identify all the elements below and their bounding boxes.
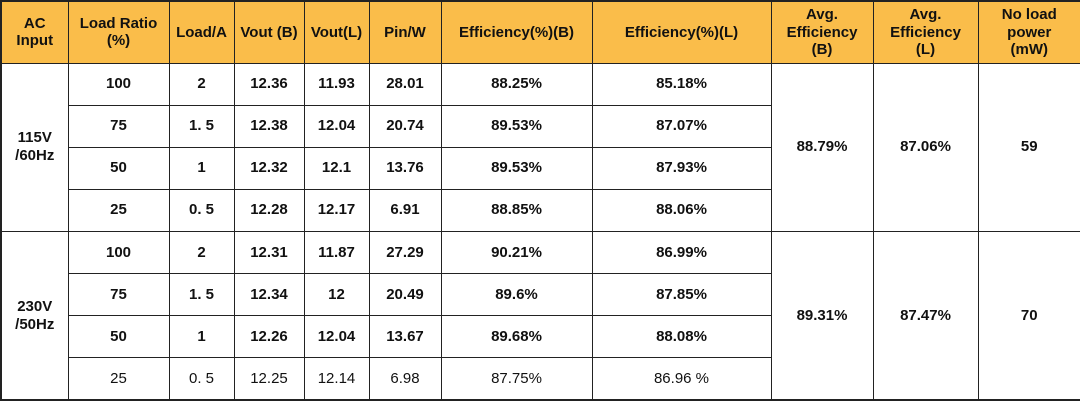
efficiency-b-cell: 89.53% xyxy=(440,146,593,190)
efficiency-l-cell: 87.07% xyxy=(591,104,772,148)
vout-b-cell: 12.34 xyxy=(233,273,305,317)
vout-l-cell: 11.87 xyxy=(303,230,370,275)
load-a-cell: 0. 5 xyxy=(168,188,235,233)
efficiency-b-cell: 90.21% xyxy=(440,230,593,275)
load-ratio-cell: 25 xyxy=(67,188,170,233)
load-ratio-cell: 100 xyxy=(67,230,170,275)
col-header-pin-w: Pin/W xyxy=(368,0,442,64)
efficiency-l-cell: 88.08% xyxy=(591,315,772,359)
efficiency-l-cell: 86.96 % xyxy=(591,357,772,401)
load-ratio-cell: 100 xyxy=(67,62,170,106)
table-row: 50 1 12.32 12.1 13.76 89.53% 87.93% xyxy=(1,146,1080,190)
col-header-efficiency-b: Efficiency(%)(B) xyxy=(440,0,593,64)
vout-l-cell: 12.04 xyxy=(303,315,370,359)
col-header-vout-b: Vout (B) xyxy=(233,0,305,64)
pin-w-cell: 13.76 xyxy=(368,146,442,190)
vout-b-cell: 12.28 xyxy=(233,188,305,233)
pin-w-cell: 27.29 xyxy=(368,230,442,275)
ac-input-230v-cell: 230V /50Hz xyxy=(0,231,69,401)
load-a-cell: 1 xyxy=(168,146,235,190)
efficiency-l-cell: 85.18% xyxy=(591,62,772,106)
col-header-load-a: Load/A xyxy=(168,0,235,64)
pin-w-cell: 6.98 xyxy=(368,357,442,401)
efficiency-l-cell: 88.06% xyxy=(591,188,772,233)
load-a-cell: 2 xyxy=(168,62,235,106)
vout-l-cell: 12.04 xyxy=(303,104,370,148)
avg-efficiency-l-230v-cell: 87.47% xyxy=(872,231,979,401)
efficiency-b-cell: 88.85% xyxy=(440,188,593,233)
load-ratio-cell: 75 xyxy=(67,273,170,317)
load-a-cell: 2 xyxy=(168,230,235,275)
vout-l-cell: 11.93 xyxy=(303,62,370,106)
col-header-efficiency-l: Efficiency(%)(L) xyxy=(591,0,772,64)
vout-l-cell: 12.1 xyxy=(303,146,370,190)
table-row: 50 1 12.26 12.04 13.67 89.68% 88.08% xyxy=(1,315,1080,359)
pin-w-cell: 13.67 xyxy=(368,315,442,359)
efficiency-l-cell: 87.85% xyxy=(591,273,772,317)
load-a-cell: 1. 5 xyxy=(168,273,235,317)
load-a-cell: 0. 5 xyxy=(168,357,235,401)
table-row: 230V /50Hz 100 2 12.31 11.87 27.29 90.21… xyxy=(0,230,1080,401)
ac-input-115v-cell: 115V /60Hz xyxy=(0,62,69,232)
no-load-power-115v-cell: 59 xyxy=(977,62,1080,232)
no-load-power-230v-cell: 70 xyxy=(977,231,1080,401)
table-row: 25 0. 5 12.25 12.14 6.98 87.75% 86.96 % xyxy=(1,357,1080,401)
efficiency-b-cell: 89.68% xyxy=(440,315,593,359)
load-ratio-cell: 25 xyxy=(67,357,170,401)
avg-efficiency-l-115v-cell: 87.06% xyxy=(872,62,979,232)
vout-b-cell: 12.32 xyxy=(233,146,305,190)
efficiency-l-cell: 87.93% xyxy=(591,146,772,190)
load-ratio-cell: 75 xyxy=(67,104,170,148)
avg-efficiency-b-230v-cell: 89.31% xyxy=(770,231,874,401)
load-ratio-cell: 50 xyxy=(67,315,170,359)
vout-l-cell: 12.14 xyxy=(303,357,370,401)
pin-w-cell: 20.74 xyxy=(368,104,442,148)
table-row: 75 1. 5 12.34 12 20.49 89.6% 87.85% xyxy=(1,273,1080,317)
vout-b-cell: 12.38 xyxy=(233,104,305,148)
table-row: 115V /60Hz 100 2 12.36 11.93 28.01 88.25… xyxy=(0,62,1080,232)
col-header-avg-efficiency-b: Avg. Efficiency (B) xyxy=(770,0,874,64)
col-header-no-load-power: No load power (mW) xyxy=(977,0,1080,64)
col-header-load-ratio: Load Ratio (%) xyxy=(67,0,170,64)
pin-w-cell: 28.01 xyxy=(368,62,442,106)
efficiency-b-cell: 88.25% xyxy=(440,62,593,106)
avg-efficiency-b-115v-cell: 88.79% xyxy=(770,62,874,232)
header-row: AC Input Load Ratio (%) Load/A Vout (B) … xyxy=(0,0,1080,64)
load-a-cell: 1. 5 xyxy=(168,104,235,148)
efficiency-l-cell: 86.99% xyxy=(591,230,772,275)
vout-b-cell: 12.26 xyxy=(233,315,305,359)
col-header-avg-efficiency-l: Avg. Efficiency (L) xyxy=(872,0,979,64)
load-ratio-cell: 50 xyxy=(67,146,170,190)
vout-l-cell: 12 xyxy=(303,273,370,317)
vout-b-cell: 12.36 xyxy=(233,62,305,106)
load-a-cell: 1 xyxy=(168,315,235,359)
efficiency-b-cell: 89.53% xyxy=(440,104,593,148)
vout-b-cell: 12.31 xyxy=(233,230,305,275)
col-header-ac-input: AC Input xyxy=(0,0,69,64)
pin-w-cell: 20.49 xyxy=(368,273,442,317)
efficiency-b-cell: 87.75% xyxy=(440,357,593,401)
pin-w-cell: 6.91 xyxy=(368,188,442,233)
vout-l-cell: 12.17 xyxy=(303,188,370,233)
col-header-vout-l: Vout(L) xyxy=(303,0,370,64)
efficiency-b-cell: 89.6% xyxy=(440,273,593,317)
table-row: 75 1. 5 12.38 12.04 20.74 89.53% 87.07% xyxy=(1,104,1080,148)
vout-b-cell: 12.25 xyxy=(233,357,305,401)
